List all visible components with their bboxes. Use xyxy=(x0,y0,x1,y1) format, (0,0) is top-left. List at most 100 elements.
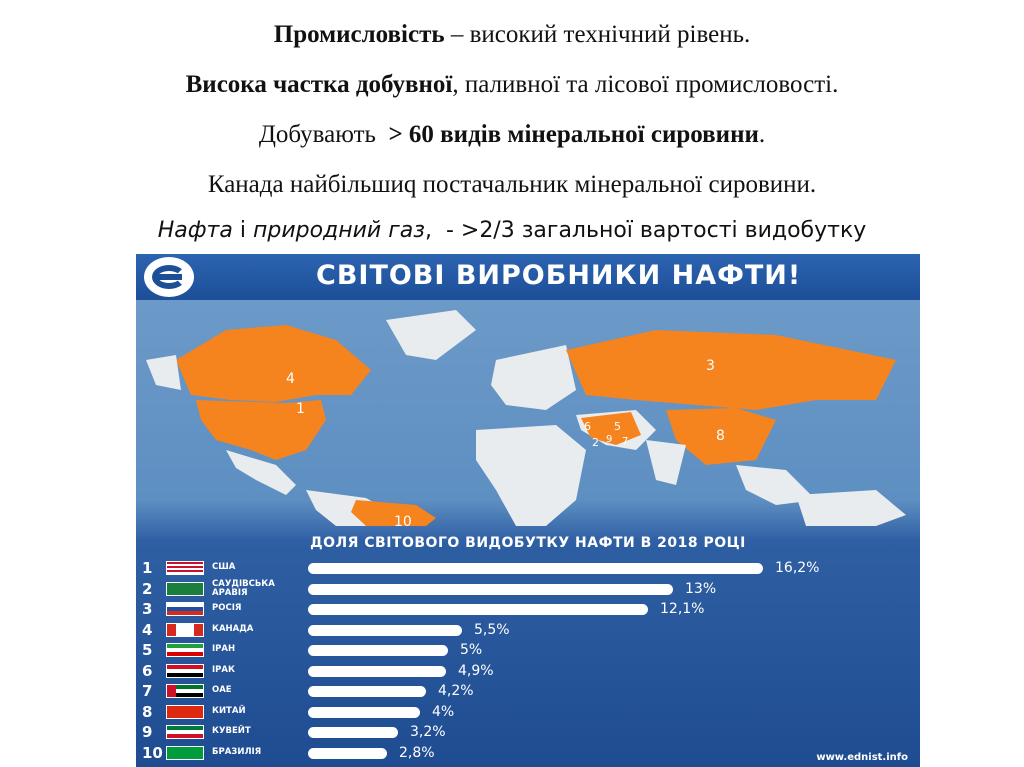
china-flag-icon xyxy=(166,704,204,719)
chart-row: 1 США 16,2% xyxy=(136,558,920,578)
brazil-flag-icon xyxy=(166,745,204,760)
chart-row: 6 ІРАК 4,9% xyxy=(136,661,920,681)
chart-row: 10 БРАЗИЛІЯ 2,8% xyxy=(136,743,920,763)
country-label: КУВЕЙТ xyxy=(212,726,251,736)
line-3-end: . xyxy=(758,121,766,148)
usa-flag-icon xyxy=(166,561,204,575)
greenland-land xyxy=(386,310,476,360)
canada-flag-icon xyxy=(166,622,204,637)
india-land xyxy=(646,440,686,485)
data-label: 4,2% xyxy=(438,683,474,699)
country-label: США xyxy=(212,562,236,572)
map-label-9: 9 xyxy=(606,434,612,445)
data-label: 5% xyxy=(460,642,483,658)
map-label-7: 7 xyxy=(622,436,628,447)
data-label: 4,9% xyxy=(458,662,494,679)
oil-producers-infographic: СВІТОВІ ВИРОБНИКИ НАФТИ! 4 1 3 8 10 6 5 … xyxy=(136,254,920,767)
map-label-10: 10 xyxy=(394,514,412,526)
australia-land xyxy=(796,490,906,526)
chart-row: 2 САУДІВСЬКА АРАВІЯ 13% xyxy=(136,579,920,599)
rank-label: 7 xyxy=(142,682,153,700)
russia-land xyxy=(566,330,896,410)
data-label: 4% xyxy=(432,703,455,720)
bar xyxy=(308,563,763,574)
rank-label: 6 xyxy=(142,661,153,680)
country-label: ІРАК xyxy=(212,664,235,675)
line-5-and: і xyxy=(232,218,253,243)
rank-label: 4 xyxy=(142,620,153,639)
canada-land xyxy=(176,325,371,402)
russia-flag-icon xyxy=(166,602,204,616)
map-label-1: 1 xyxy=(296,401,305,417)
country-label: БРАЗИЛІЯ xyxy=(212,746,262,757)
rank-label: 2 xyxy=(142,579,153,598)
text-line-2: Висока частка добувної, паливної та лісо… xyxy=(0,70,1024,100)
chart-row: 8 КИТАЙ 4% xyxy=(136,702,920,722)
bar xyxy=(308,645,448,656)
saudi-flag-icon xyxy=(166,581,204,596)
source-credit: www.ednist.info xyxy=(816,752,908,763)
kuwait-flag-icon xyxy=(166,725,204,739)
bar xyxy=(308,706,420,718)
bar xyxy=(308,727,398,738)
oil-term: Нафта xyxy=(157,218,233,243)
chart-row: 9 КУВЕЙТ 3,2% xyxy=(136,722,920,742)
bar xyxy=(308,624,462,636)
data-label: 16,2% xyxy=(775,560,820,576)
map-label-5: 5 xyxy=(614,420,621,433)
bar xyxy=(308,747,387,759)
europe-land xyxy=(491,345,576,410)
brazil-land xyxy=(351,500,436,526)
country-label: РОСІЯ xyxy=(212,603,242,613)
data-label: 12,1% xyxy=(660,601,705,617)
line-3-start: Добувають xyxy=(258,121,389,148)
rank-label: 8 xyxy=(142,702,153,721)
mineral-count: > 60 видів мінеральної сировини xyxy=(388,121,759,148)
gulf-states-land xyxy=(581,412,641,445)
rank-label: 3 xyxy=(142,600,153,618)
data-label: 2,8% xyxy=(399,744,435,761)
uae-flag-icon xyxy=(166,684,204,698)
chart-row: 7 ОАЕ 4,2% xyxy=(136,681,920,701)
map-label-3: 3 xyxy=(706,358,715,374)
africa-land xyxy=(476,425,586,526)
iraq-flag-icon xyxy=(166,663,204,678)
data-label: 13% xyxy=(685,580,717,597)
chart-row: 5 ІРАН 5% xyxy=(136,640,920,660)
text-line-5: Нафта і природний газ, - >2/3 загальної … xyxy=(0,216,1024,246)
bar xyxy=(308,604,648,615)
map-label-6: 6 xyxy=(584,420,591,433)
line-1-text: – високий технічний рівень. xyxy=(444,21,751,48)
country-label: ОАЕ xyxy=(212,685,232,695)
rank-label: 5 xyxy=(142,641,153,659)
rank-label: 10 xyxy=(142,743,163,762)
rank-label: 1 xyxy=(142,559,153,577)
world-map: 4 1 3 8 10 6 5 2 9 7 xyxy=(146,310,906,526)
rank-label: 9 xyxy=(142,723,153,741)
map-label-2: 2 xyxy=(592,436,599,449)
chart-row: 4 КАНАДА 5,5% xyxy=(136,620,920,640)
line-5-text: , - >2/3 загальної вартості видобутку xyxy=(424,218,867,243)
country-label: КИТАЙ xyxy=(212,705,246,716)
bar xyxy=(308,665,446,677)
map-label-8: 8 xyxy=(716,428,725,444)
iran-flag-icon xyxy=(166,643,204,657)
country-label: КАНАДА xyxy=(212,623,254,634)
chart-title: ДОЛЯ СВІТОВОГО ВИДОБУТКУ НАФТИ В 2018 РО… xyxy=(310,535,746,551)
gas-term: природний газ xyxy=(252,218,425,243)
text-line-3: Добувають > 60 видів мінеральної сировин… xyxy=(0,120,1024,150)
text-line-1: Промисловість – високий технічний рівень… xyxy=(0,20,1024,50)
extractive-share-term: Висока частка добувної xyxy=(185,71,453,98)
data-label: 5,5% xyxy=(474,621,510,638)
china-land xyxy=(666,408,776,465)
text-line-4: Канада найбільшиq постачальник мінеральн… xyxy=(207,171,817,198)
bar xyxy=(308,583,673,595)
country-label: САУДІВСЬКА АРАВІЯ xyxy=(212,578,275,598)
country-label: ІРАН xyxy=(212,644,236,654)
data-label: 3,2% xyxy=(410,724,446,740)
mexico-land xyxy=(226,450,296,495)
infographic-banner: СВІТОВІ ВИРОБНИКИ НАФТИ! xyxy=(136,254,920,300)
industry-term: Промисловість xyxy=(273,21,445,48)
banner-title: СВІТОВІ ВИРОБНИКИ НАФТИ! xyxy=(316,260,802,291)
line-2-text: , паливної та лісової промисловості. xyxy=(452,71,839,98)
